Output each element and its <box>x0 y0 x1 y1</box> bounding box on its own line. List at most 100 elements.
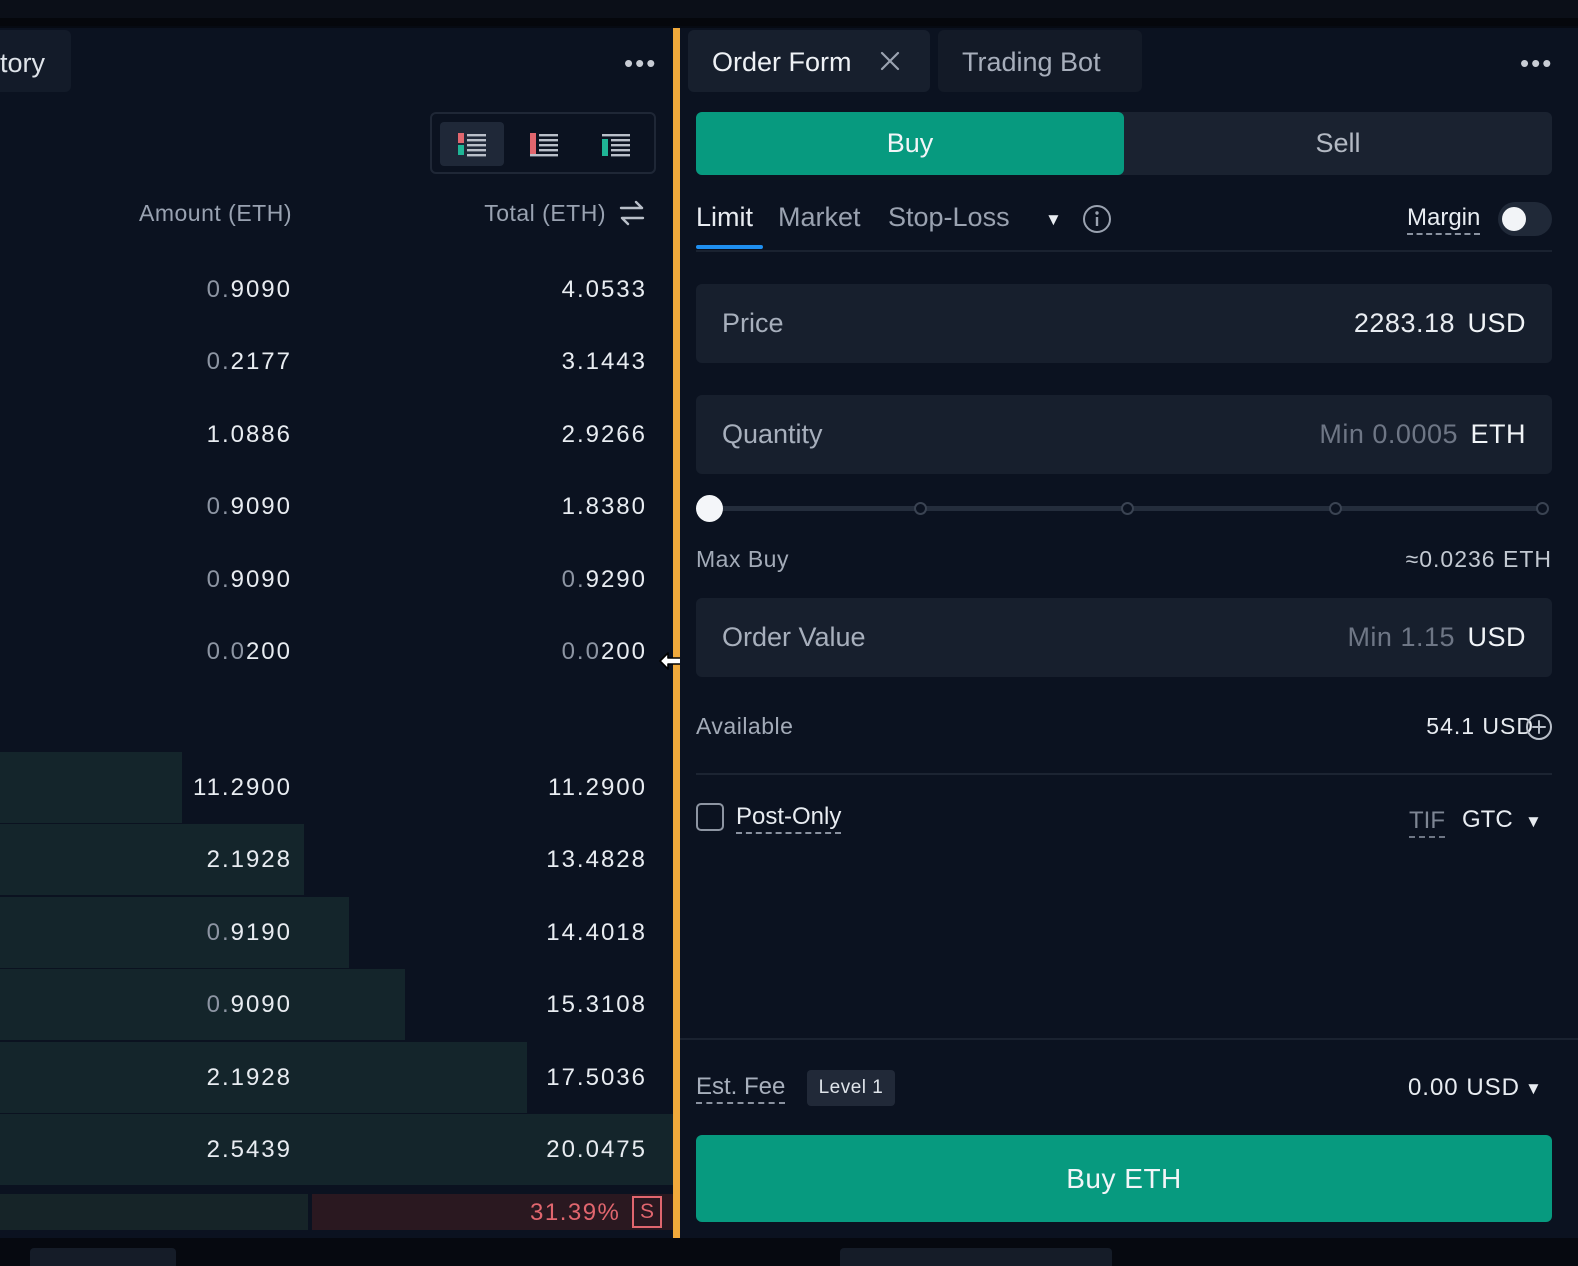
ask-row[interactable]: 0.9090 0.9290 <box>0 544 673 616</box>
view-both-button[interactable] <box>440 122 504 166</box>
available-value: 54.1 USD <box>1426 713 1534 739</box>
tab-trading-bot[interactable]: Trading Bot <box>938 30 1142 92</box>
bid-depth-bar <box>0 969 405 1040</box>
ask-row[interactable]: 0.2177 3.1443 <box>0 326 673 398</box>
bid-total: 20.0475 <box>546 1136 647 1163</box>
bid-row[interactable]: 2.1928 17.5036 <box>0 1042 673 1114</box>
ask-total: 2.9266 <box>561 421 647 448</box>
ask-total: 0.9290 <box>561 566 647 593</box>
top-divider <box>0 18 1578 26</box>
slider-tick-50[interactable] <box>1121 502 1134 515</box>
quantity-unit: ETH <box>1470 419 1526 449</box>
bid-row[interactable]: 0.9090 15.3108 <box>0 969 673 1041</box>
ask-row[interactable]: 1.0886 2.9266 <box>0 399 673 471</box>
ask-amount: 0.0200 <box>206 638 292 665</box>
bid-depth-bar <box>0 897 350 968</box>
tab-order-form[interactable]: Order Form <box>688 30 930 92</box>
footer-divider <box>680 1038 1578 1040</box>
info-icon[interactable] <box>1082 204 1112 234</box>
ask-amount: 0.9090 <box>206 276 292 303</box>
margin-toggle-knob <box>1502 207 1526 231</box>
view-asks-icon <box>530 133 558 157</box>
ask-total: 0.0200 <box>561 638 647 665</box>
swap-arrows-icon[interactable] <box>618 198 646 228</box>
bid-total: 15.3108 <box>546 991 647 1018</box>
max-buy-label: Max Buy <box>696 546 789 572</box>
slider-tick-75[interactable] <box>1329 502 1342 515</box>
ask-amount: 0.9090 <box>206 493 292 520</box>
amount-column-header: Amount (ETH) <box>139 200 292 226</box>
view-bids-button[interactable] <box>584 122 648 166</box>
bid-depth-bar <box>0 1114 673 1185</box>
bid-amount: 0.9190 <box>206 919 292 946</box>
sell-ratio-percent: 31.39% <box>530 1199 621 1226</box>
available-label: Available <box>696 713 794 739</box>
bid-depth-bar <box>0 824 305 895</box>
tif-caret-down-icon[interactable]: ▼ <box>1525 812 1542 831</box>
est-fee-label[interactable]: Est. Fee <box>696 1073 786 1104</box>
bid-row[interactable]: 2.1928 13.4828 <box>0 824 673 896</box>
bid-amount: 2.5439 <box>206 1136 292 1163</box>
tif-select-value[interactable]: GTC <box>1462 806 1513 833</box>
ask-total: 3.1443 <box>561 348 647 375</box>
price-field[interactable]: Price 2283.18 USD <box>696 284 1552 363</box>
quantity-slider-thumb[interactable] <box>696 495 723 522</box>
view-both-icon <box>458 133 486 157</box>
quantity-field[interactable]: Quantity Min 0.0005 ETH <box>696 395 1552 474</box>
slider-tick-100[interactable] <box>1536 502 1549 515</box>
panel-resize-divider[interactable] <box>673 28 680 1238</box>
ask-row[interactable]: 0.9090 4.0533 <box>0 254 673 326</box>
fee-caret-down-icon[interactable]: ▼ <box>1525 1079 1542 1098</box>
price-value: 2283.18 <box>1353 308 1455 338</box>
order-book-view-switch <box>430 112 656 174</box>
total-column-header[interactable]: Total (ETH) <box>484 200 606 226</box>
add-funds-plus-icon[interactable] <box>1525 713 1553 741</box>
tab-history-label: tory <box>0 48 46 78</box>
order-form-more-button[interactable]: ••• <box>1520 48 1554 78</box>
ask-amount: 0.2177 <box>206 348 292 375</box>
buy-sell-switch: Buy Sell <box>696 112 1552 175</box>
order-value-label: Order Value <box>722 622 866 652</box>
order-type-divider <box>696 250 1552 252</box>
order-book-more-button[interactable]: ••• <box>624 48 658 78</box>
slider-tick-25[interactable] <box>914 502 927 515</box>
bid-total: 17.5036 <box>546 1064 647 1091</box>
post-only-checkbox[interactable] <box>696 803 724 831</box>
buy-side-button[interactable]: Buy <box>696 112 1124 175</box>
order-type-limit[interactable]: Limit <box>696 202 754 232</box>
view-asks-button[interactable] <box>512 122 576 166</box>
close-icon[interactable] <box>880 51 900 71</box>
tif-label: TIF <box>1409 807 1445 838</box>
bid-amount: 2.1928 <box>206 1064 292 1091</box>
sell-side-button[interactable]: Sell <box>1315 128 1361 158</box>
bid-row[interactable]: 0.9190 14.4018 <box>0 897 673 969</box>
ask-row[interactable]: 0.0200 0.0200 <box>0 616 673 688</box>
margin-label: Margin <box>1407 204 1481 235</box>
bid-row[interactable]: 11.2900 11.2900 <box>0 752 673 824</box>
post-only-label[interactable]: Post-Only <box>736 803 842 834</box>
tab-trading-bot-label: Trading Bot <box>962 47 1101 77</box>
ask-row[interactable]: 0.9090 1.8380 <box>0 471 673 543</box>
ask-amount: 1.0886 <box>206 421 292 448</box>
bid-row[interactable]: 2.5439 20.0475 <box>0 1114 673 1186</box>
bid-depth-bar <box>0 752 183 823</box>
order-type-stop-loss[interactable]: Stop-Loss <box>888 202 1010 232</box>
bottom-tab[interactable] <box>30 1248 176 1266</box>
bid-amount: 11.2900 <box>193 774 292 801</box>
buy-eth-submit-button[interactable]: Buy ETH <box>696 1135 1552 1222</box>
bottom-tab[interactable] <box>840 1248 1112 1266</box>
bid-amount: 2.1928 <box>206 846 292 873</box>
order-book-panel: tory ••• <box>0 28 673 1238</box>
est-fee-value[interactable]: 0.00 USD <box>1407 1074 1520 1101</box>
margin-toggle[interactable] <box>1498 202 1552 236</box>
sell-ratio-bar <box>312 1194 673 1230</box>
ask-amount: 0.9090 <box>206 566 292 593</box>
tab-history[interactable]: tory <box>0 30 71 92</box>
order-value-field[interactable]: Order Value Min 1.15 USD <box>696 598 1552 677</box>
view-bids-icon <box>602 134 630 157</box>
quantity-label: Quantity <box>722 419 823 449</box>
order-type-market[interactable]: Market <box>778 202 861 232</box>
order-type-caret-down-icon[interactable]: ▼ <box>1045 210 1062 229</box>
order-value-unit: USD <box>1467 622 1526 652</box>
quantity-placeholder: Min 0.0005 <box>1319 419 1458 449</box>
